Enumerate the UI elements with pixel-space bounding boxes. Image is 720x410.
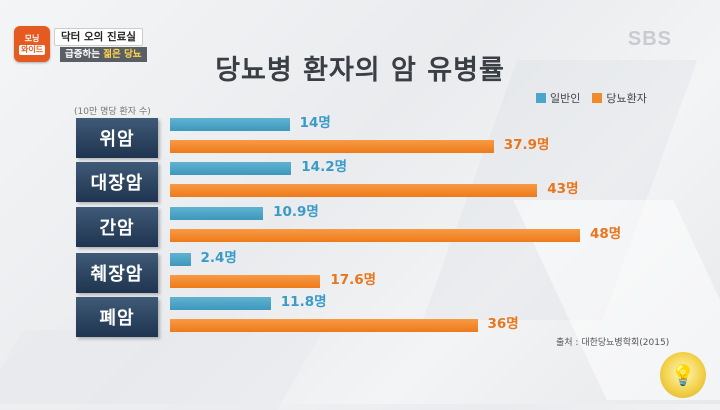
legend-item-diabetic: 당뇨환자 <box>592 90 647 106</box>
background-shape <box>0 330 324 410</box>
legend-label-diabetic: 당뇨환자 <box>606 92 647 105</box>
category-label: 위암 <box>76 118 158 158</box>
data-label-diabetic: 48명 <box>590 226 622 242</box>
data-label-general: 14.2명 <box>301 159 348 175</box>
chart-legend: 일반인 당뇨환자 <box>536 90 647 106</box>
data-label-diabetic: 43명 <box>547 181 579 197</box>
subtitle-prefix: 급증하는 <box>65 49 104 60</box>
program-logo-badge: 모닝 와이드 <box>14 26 50 62</box>
segment-subtitle: 급증하는 젊은 당뇨 <box>60 47 147 62</box>
bar-general <box>170 118 290 131</box>
badge-top-text: 모닝 <box>24 33 40 43</box>
legend-label-general: 일반인 <box>550 92 581 105</box>
bar-general <box>170 297 271 310</box>
data-label-general: 14명 <box>299 115 331 131</box>
bar-diabetic <box>170 229 580 242</box>
bar-general <box>170 207 264 220</box>
legend-swatch-diabetic <box>592 93 603 103</box>
category-label: 대장암 <box>76 162 158 202</box>
data-label-general: 10.9명 <box>273 204 319 220</box>
data-label-diabetic: 36명 <box>487 316 519 332</box>
segment-title: 닥터 오의 진료실 <box>54 28 143 46</box>
badge-bottom-text: 와이드 <box>18 44 46 55</box>
chart-title: 당뇨병 환자의 암 유병률 <box>215 55 505 86</box>
category-label: 폐암 <box>76 297 158 337</box>
unit-note: (10만 명당 환자 수) <box>74 107 151 117</box>
bar-diabetic <box>170 319 478 332</box>
data-label-general: 11.8명 <box>280 294 327 310</box>
program-banner: 모닝 와이드 닥터 오의 진료실 급증하는 젊은 당뇨 <box>14 26 170 66</box>
data-label-general: 2.4명 <box>200 250 237 266</box>
bar-general <box>170 253 191 266</box>
lightbulb-icon: 💡 <box>660 352 706 398</box>
bar-diabetic <box>170 275 321 288</box>
bar-diabetic <box>170 140 494 153</box>
category-label: 췌장암 <box>76 253 158 293</box>
source-note: 출처 : 대한당뇨병학회(2015) <box>556 338 670 348</box>
bar-general <box>170 162 292 175</box>
bar-diabetic <box>170 184 538 197</box>
subtitle-highlight: 젊은 당뇨 <box>103 49 142 60</box>
broadcaster-logo: SBS <box>627 28 672 50</box>
legend-item-general: 일반인 <box>536 90 580 106</box>
legend-swatch-general <box>536 93 546 103</box>
category-label: 간암 <box>76 207 158 247</box>
data-label-diabetic: 17.6명 <box>330 272 377 288</box>
data-label-diabetic: 37.9명 <box>503 137 550 153</box>
